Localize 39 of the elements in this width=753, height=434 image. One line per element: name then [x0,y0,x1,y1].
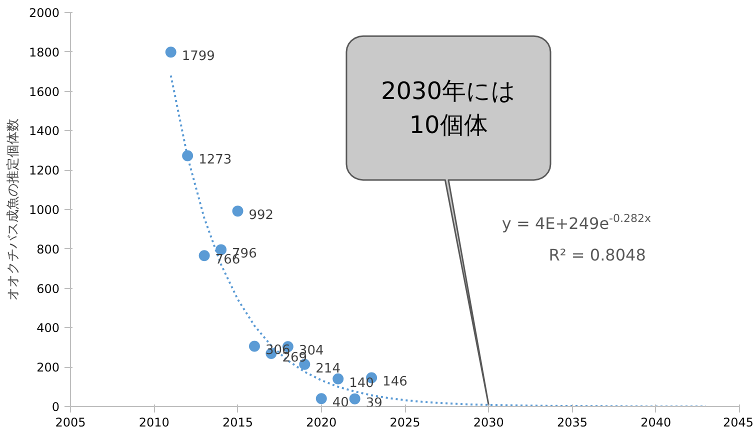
line-series [170,74,708,406]
data-label: 146 [382,374,408,390]
point [198,250,210,262]
y-tick-label: 2000 [28,6,60,20]
point [248,340,260,352]
x-tick-label: 2005 [55,416,86,430]
y-tick-label: 1200 [28,164,60,178]
point [182,150,194,162]
x-tick-label: 2045 [722,416,753,430]
y-tick-label: 600 [36,282,60,296]
x-tick-label: 2015 [222,416,254,430]
data-label: 140 [349,376,374,391]
data-label: 1273 [198,152,232,168]
point [232,206,244,217]
y-tick-label: 400 [36,321,60,336]
point [165,46,176,58]
x-tick-label: 2010 [138,416,170,430]
x-tick-label: 2040 [640,416,672,430]
y-tick-label: 200 [36,360,60,375]
point [332,373,344,384]
data-label: 214 [316,361,340,376]
y-tick-label: 0 [52,400,60,414]
data-label: 992 [248,208,274,224]
x-tick-label: 2025 [390,416,420,430]
x-tick-label: 2030 [473,416,504,430]
y-tick-label: 800 [36,242,60,256]
y-tick-label: 1000 [28,203,60,217]
y-axis-title: オオクチバス成魚の推定個体数 [6,118,21,300]
annotation: R² = 0.8048 [548,246,646,265]
data-label: 1799 [182,49,215,64]
y-tick-label: 1400 [28,124,60,138]
annotation: 2030年には 10個体 [380,77,516,140]
y-tick-label: 1800 [28,45,60,60]
data-label: 40 [332,396,349,411]
y-tick-label: 1600 [28,84,60,99]
x-tick-label: 2020 [306,416,337,430]
point [349,393,360,404]
point [316,393,327,404]
x-tick-label: 2035 [556,416,588,430]
